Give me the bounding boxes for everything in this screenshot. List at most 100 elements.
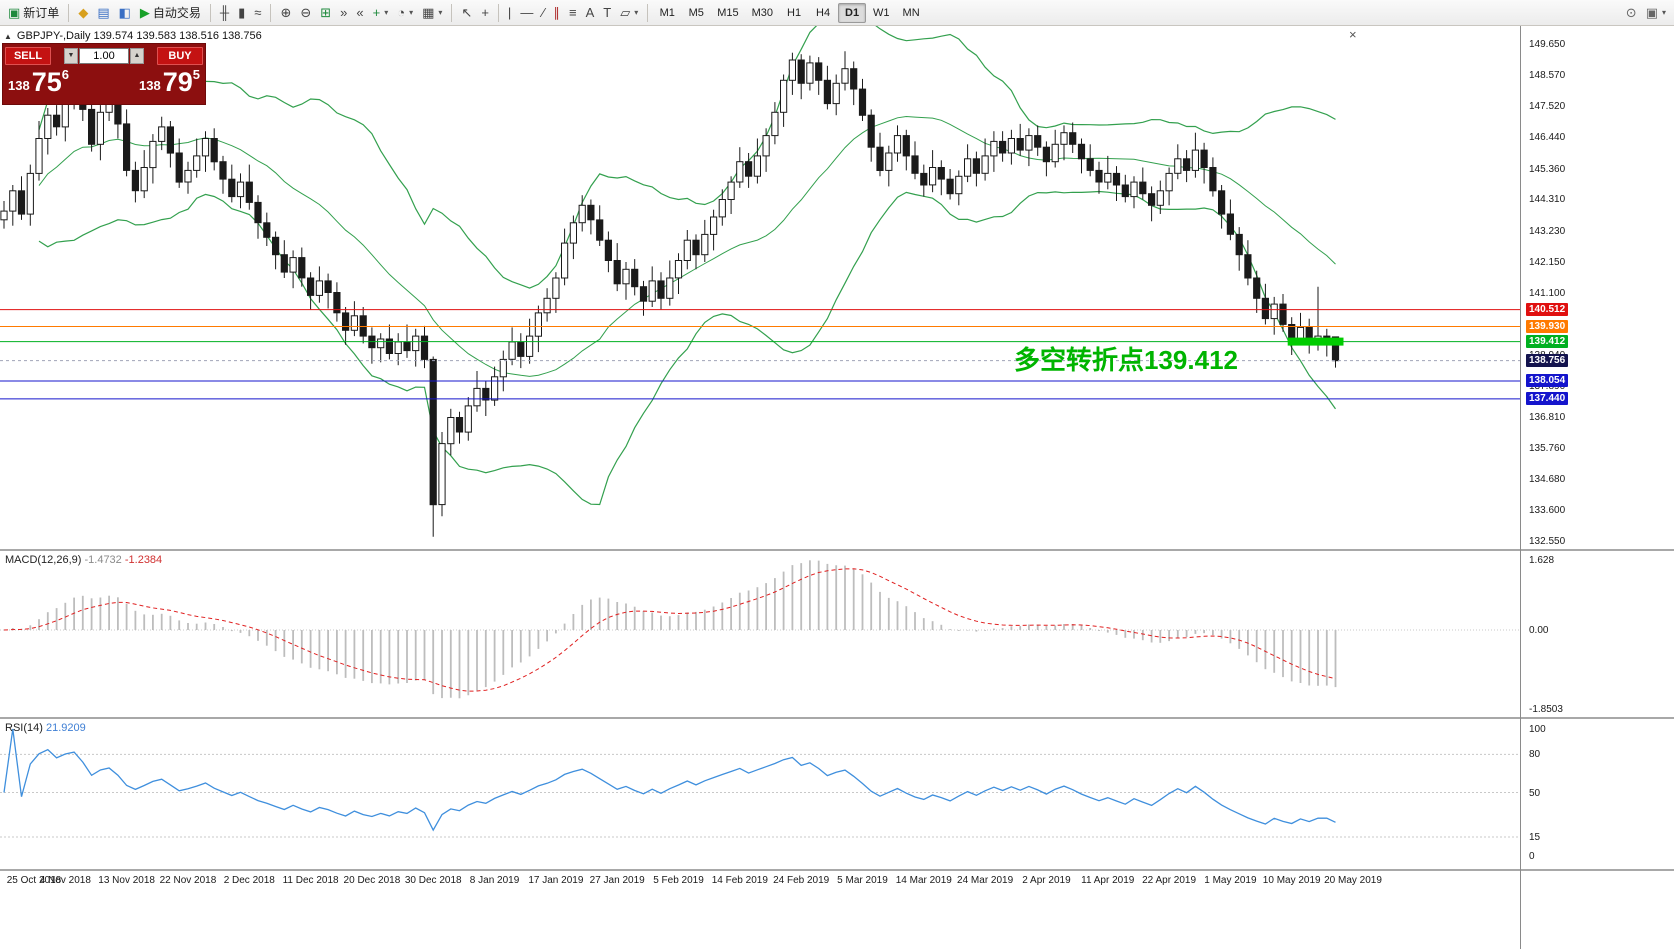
line-chart-icon: ≈	[254, 5, 262, 20]
grid-icon[interactable]: ⊞	[316, 3, 335, 23]
timeframe-m1-button[interactable]: M1	[659, 6, 675, 19]
chart-shift-icon[interactable]: «	[352, 3, 367, 23]
trendline-tool-icon[interactable]: ∕	[538, 3, 548, 23]
panel-separator[interactable]	[0, 549, 1674, 551]
text-tool-icon[interactable]: A	[582, 3, 599, 23]
one-click-collapse-icon[interactable]: ▲	[4, 31, 12, 41]
price-chart[interactable]: 多空转折点139.412	[0, 26, 1520, 549]
zoom-in-icon[interactable]: ⊕	[276, 3, 295, 23]
chevron-down-icon: ▾	[634, 8, 639, 17]
timeframe-m30-button[interactable]: M30	[751, 6, 774, 19]
timeframe-w1-button[interactable]: W1	[873, 6, 890, 19]
crosshair-icon[interactable]: +	[477, 3, 493, 23]
chart-window: 多空转折点139.412 149.650 148.570 147.520 146.44…	[0, 26, 1674, 949]
sell-button[interactable]: SELL	[5, 47, 51, 65]
panel-separator[interactable]	[0, 869, 1674, 871]
time-axis-label: 11 Apr 2019	[1081, 875, 1135, 886]
label-tool-icon[interactable]: T	[599, 3, 615, 23]
shapes-tool-icon[interactable]: ▱ ▾	[616, 3, 642, 23]
price-line-label: 137.440	[1526, 391, 1569, 405]
candlestick-chart-icon[interactable]: ▮	[234, 3, 249, 23]
sell-price[interactable]: 138 75 6	[8, 67, 69, 97]
horizontal-line-tool-icon[interactable]: —	[516, 3, 537, 23]
symbol-info-line: ▲ GBPJPY-,Daily 139.574 139.583 138.516 …	[4, 30, 262, 42]
line-chart-icon[interactable]: ≈	[250, 3, 265, 23]
autotrading-button[interactable]: ▶ 自动交易	[136, 3, 205, 23]
timeframe-m5-button[interactable]: M5	[688, 6, 704, 19]
time-axis-label: 10 May 2019	[1262, 875, 1321, 886]
auto-scroll-icon: »	[340, 5, 348, 20]
zoom-out-icon: ⊖	[300, 5, 312, 20]
autotrading-icon: ▶	[139, 5, 150, 20]
lot-decrease-button[interactable]: ▼	[64, 48, 78, 64]
channel-tool-icon: ∥	[553, 5, 560, 20]
new-order-button-label: 新订单	[23, 6, 60, 20]
price-line-label: 139.412	[1526, 334, 1569, 348]
panel-separator[interactable]	[0, 717, 1674, 719]
cursor-icon[interactable]: ↖	[457, 3, 476, 23]
vertical-line-tool-icon[interactable]: |	[504, 3, 515, 23]
time-axis-label: 22 Nov 2018	[159, 875, 217, 886]
chart-close-button[interactable]: ×	[1349, 27, 1357, 42]
label-tool-icon: T	[603, 5, 612, 20]
fibonacci-tool-icon[interactable]: ≡	[565, 3, 581, 23]
search-icon[interactable]: ⊙	[1622, 3, 1641, 23]
price-tick: 147.520	[1529, 100, 1566, 112]
periods-button[interactable]: ◔ ▾	[393, 3, 417, 23]
autotrading-button-label: 自动交易	[152, 6, 201, 20]
timeframe-mn-button[interactable]: MN	[902, 6, 920, 19]
chevron-down-icon: ▾	[384, 8, 389, 17]
price-axis[interactable]: 149.650 148.570 147.520 146.440 145.360 144.3…	[1521, 26, 1674, 949]
price-tick: 136.810	[1529, 412, 1566, 424]
bar-chart-icon[interactable]: ╫	[216, 3, 233, 23]
indicators-icon: +	[372, 5, 381, 20]
cursor-icon: ↖	[461, 5, 473, 20]
price-line-label: 138.756	[1526, 353, 1569, 367]
navigator-icon[interactable]: ◧	[115, 3, 135, 23]
crosshair-icon: +	[481, 5, 489, 20]
new-order-button[interactable]: ▣ 新订单	[4, 3, 63, 23]
price-line-label: 138.054	[1526, 374, 1569, 388]
indicators-button[interactable]: + ▾	[369, 3, 393, 23]
zoom-out-icon[interactable]: ⊖	[296, 3, 315, 23]
lot-increase-button[interactable]: ▲	[130, 48, 144, 64]
sell-price-pips: 75	[31, 67, 62, 97]
alerts-icon: ◆	[78, 5, 89, 20]
rsi-tick: 80	[1529, 749, 1541, 761]
alerts-icon[interactable]: ◆	[74, 3, 92, 23]
price-tick: 149.650	[1529, 39, 1566, 51]
more-tools-icon[interactable]: ▣ ▾	[1642, 3, 1670, 23]
macd-tick: -1.8503	[1529, 704, 1563, 716]
time-axis-label: 27 Jan 2019	[589, 875, 645, 886]
time-axis-label: 30 Dec 2018	[404, 875, 462, 886]
timeframe-m15-button[interactable]: M15	[717, 6, 739, 19]
time-axis-label: 1 May 2019	[1204, 875, 1257, 886]
time-axis-label: 14 Feb 2019	[711, 875, 768, 886]
time-axis-label: 17 Jan 2019	[528, 875, 584, 886]
timeframe-h4-button[interactable]: H4	[816, 6, 831, 19]
auto-scroll-icon[interactable]: »	[336, 3, 351, 23]
svg-text:多空转折点139.412: 多空转折点139.412	[1014, 345, 1238, 375]
time-axis-label: 25 Oct 2018	[6, 875, 62, 886]
macd-panel[interactable]	[0, 551, 1520, 717]
time-axis[interactable]: 25 Oct 2018 4 Nov 2018 13 Nov 2018 22 Nov 2…	[0, 871, 1520, 893]
shapes-tool-icon: ▱	[620, 5, 631, 20]
market-watch-icon[interactable]: ▤	[93, 3, 113, 23]
new-order-icon: ▣	[8, 5, 21, 20]
macd-tick: 0.00	[1529, 625, 1549, 636]
price-tick: 132.550	[1529, 536, 1566, 547]
timeframe-d1-button[interactable]: D1	[838, 2, 867, 23]
time-axis-label: 20 May 2019	[1324, 875, 1382, 886]
timeframe-h1-button[interactable]: H1	[787, 6, 802, 19]
buy-price[interactable]: 138 79 5	[139, 67, 200, 97]
templates-button[interactable]: ▦ ▾	[418, 3, 446, 23]
rsi-panel[interactable]	[0, 719, 1520, 869]
price-tick: 145.360	[1529, 163, 1566, 175]
price-tick: 144.310	[1529, 194, 1566, 206]
market-watch-icon: ▤	[97, 5, 110, 20]
buy-button[interactable]: BUY	[157, 47, 203, 65]
price-tick: 148.570	[1529, 70, 1566, 82]
rsi-value: 21.9209	[45, 722, 86, 734]
channel-tool-icon[interactable]: ∥	[549, 3, 564, 23]
lot-size-input[interactable]	[79, 48, 129, 64]
